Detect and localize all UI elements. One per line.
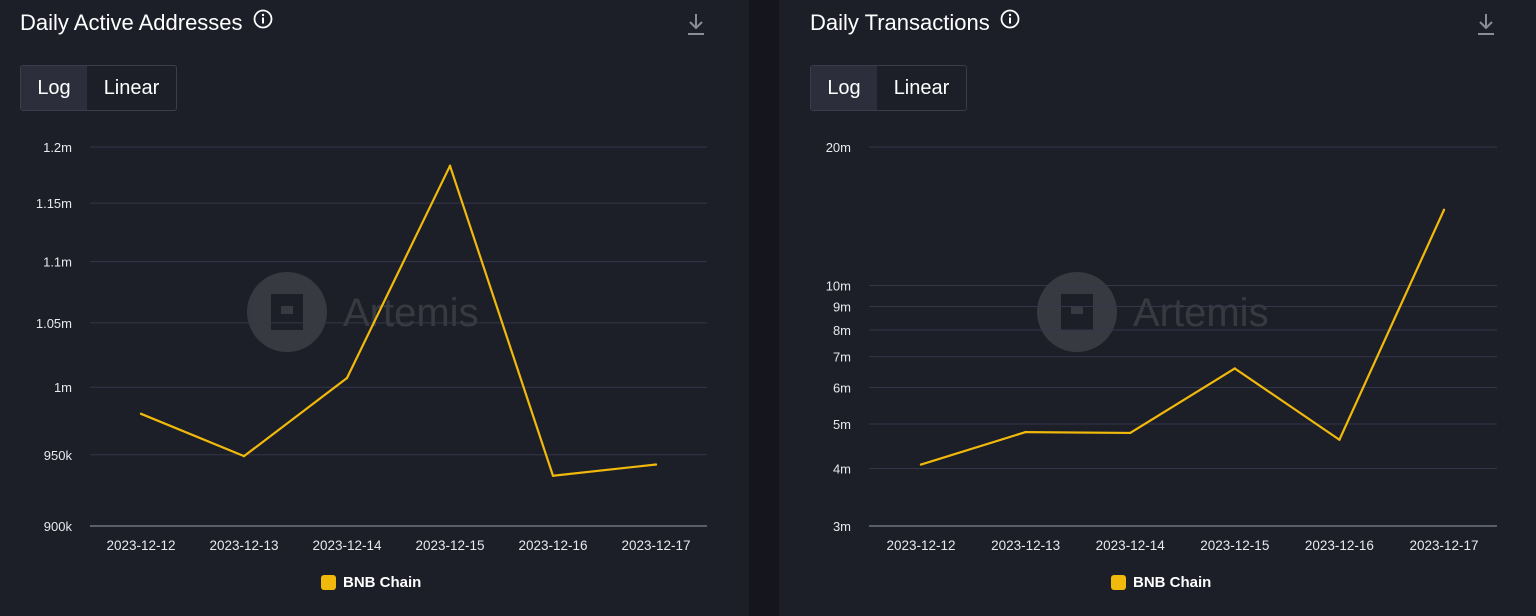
- x-tick-label: 2023-12-15: [1200, 538, 1269, 553]
- legend-swatch: [1111, 575, 1126, 590]
- scale-toggle: Log Linear: [810, 65, 967, 111]
- y-tick-label: 9m: [833, 300, 851, 315]
- daily-transactions-panel: Daily Transactions Log Linear Artemis 3m 4…: [779, 0, 1536, 616]
- daily-active-addresses-panel: Daily Active Addresses Log Linear Artemi…: [0, 0, 749, 616]
- y-tick-label: 950k: [44, 448, 73, 463]
- scale-toggle: Log Linear: [20, 65, 177, 111]
- legend-swatch: [321, 575, 336, 590]
- y-tick-label: 6m: [833, 381, 851, 396]
- x-tick-label: 2023-12-17: [1409, 538, 1478, 553]
- line-chart: Artemis 900k 950k 1m 1.05m 1.1m 1.15m 1.2m 2023-…: [36, 140, 707, 553]
- data-point: [448, 164, 452, 167]
- y-tick-label: 8m: [833, 323, 851, 338]
- watermark-logo-mark: [1061, 294, 1093, 330]
- y-tick-label: 900k: [44, 519, 73, 534]
- linear-button[interactable]: Linear: [893, 76, 950, 99]
- x-tick-label: 2023-12-15: [415, 538, 484, 553]
- download-icon[interactable]: [686, 12, 706, 43]
- series-line: [920, 209, 1446, 466]
- linear-button[interactable]: Linear: [103, 76, 160, 99]
- y-tick-label: 7m: [833, 350, 851, 365]
- legend-label: BNB Chain: [1133, 574, 1212, 591]
- watermark-text: Artemis: [343, 291, 479, 335]
- watermark: Artemis: [1037, 272, 1269, 352]
- y-tick-label: 20m: [826, 140, 851, 155]
- download-icon[interactable]: [1476, 12, 1496, 43]
- x-tick-label: 2023-12-13: [991, 538, 1060, 553]
- data-point: [242, 454, 246, 458]
- y-tick-label: 1.15m: [36, 196, 72, 211]
- log-button[interactable]: Log: [811, 66, 877, 110]
- chart-title-text: Daily Transactions: [810, 10, 990, 35]
- x-tick-label: 2023-12-17: [621, 538, 690, 553]
- x-tick-label: 2023-12-14: [1096, 538, 1166, 553]
- watermark-text: Artemis: [1133, 291, 1269, 335]
- watermark-logo-mark: [271, 294, 303, 330]
- panel-divider: [749, 0, 779, 616]
- data-point: [1338, 438, 1341, 441]
- info-icon[interactable]: [253, 9, 273, 35]
- x-tick-label: 2023-12-16: [1305, 538, 1374, 553]
- series-line: [140, 164, 657, 477]
- y-tick-label: 4m: [833, 462, 851, 477]
- y-tick-label: 1.05m: [36, 316, 72, 331]
- x-tick-label: 2023-12-12: [106, 538, 175, 553]
- y-tick-label: 1.1m: [43, 255, 72, 270]
- data-point: [139, 412, 143, 416]
- data-point: [1024, 430, 1027, 434]
- chart-title: Daily Transactions: [810, 9, 1020, 37]
- legend-label: BNB Chain: [343, 574, 422, 591]
- y-tick-label: 10m: [826, 278, 851, 293]
- line-chart: Artemis 3m 4m 5m 6m 7m 8m 9m 10m 20m 2023-12-12 202…: [826, 140, 1497, 553]
- watermark-logo: [1037, 272, 1117, 352]
- y-tick-label: 1m: [54, 380, 72, 395]
- data-point: [1129, 431, 1132, 435]
- x-tick-label: 2023-12-13: [209, 538, 278, 553]
- watermark-logo-mark: [281, 306, 293, 314]
- data-point: [1442, 208, 1446, 212]
- watermark-logo: [247, 272, 327, 352]
- legend: BNB Chain: [1111, 574, 1211, 591]
- y-tick-label: 3m: [833, 519, 851, 534]
- data-point: [654, 463, 658, 466]
- data-point: [345, 376, 349, 380]
- y-tick-label: 1.2m: [43, 140, 72, 155]
- x-tick-label: 2023-12-12: [886, 538, 955, 553]
- chart-title-text: Daily Active Addresses: [20, 10, 243, 35]
- y-tick-label: 5m: [833, 417, 851, 432]
- x-tick-label: 2023-12-14: [312, 538, 382, 553]
- watermark-logo-mark: [1071, 306, 1083, 314]
- data-point: [551, 474, 555, 477]
- chart-title: Daily Active Addresses: [20, 9, 273, 37]
- info-icon[interactable]: [1000, 9, 1020, 35]
- log-button[interactable]: Log: [21, 66, 87, 110]
- x-tick-label: 2023-12-16: [518, 538, 587, 553]
- data-point: [919, 463, 923, 466]
- legend: BNB Chain: [321, 574, 421, 591]
- data-point: [1233, 367, 1236, 370]
- watermark: Artemis: [247, 272, 479, 352]
